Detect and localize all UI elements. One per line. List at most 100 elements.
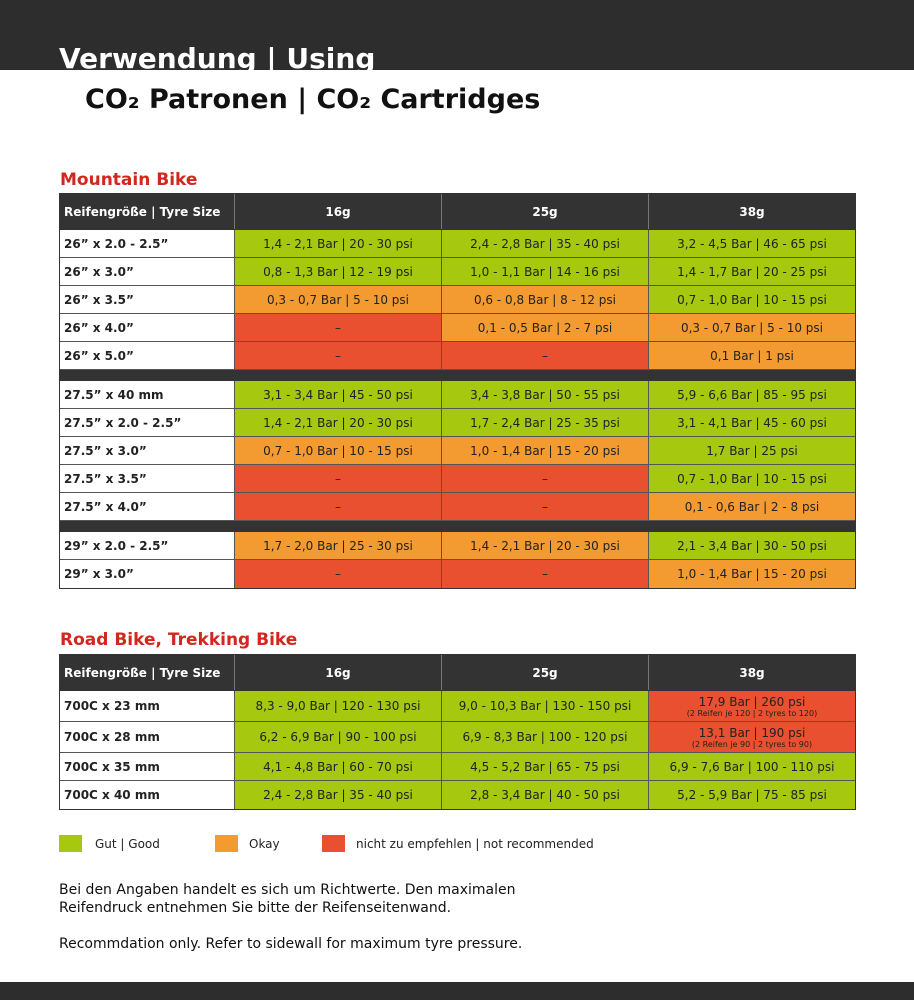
table-row: 26” x 3.5” 0,3 - 0,7 Bar | 5 - 10 psi 0,6 …	[60, 286, 855, 314]
tyre-size: 27.5” x 40 mm	[60, 381, 235, 408]
pressure-cell: 2,4 - 2,8 Bar | 35 - 40 psi	[442, 230, 649, 257]
table-row: 27.5” x 40 mm 3,1 - 3,4 Bar | 45 - 50 psi…	[60, 381, 855, 409]
pressure-text: 0,1 - 0,5 Bar | 2 - 7 psi	[477, 320, 613, 335]
table: Reifengröße | Tyre Size 16g 25g 38g 26” x 2.…	[59, 193, 856, 589]
legend-label: Gut | Good	[95, 837, 160, 851]
pressure-cell: 4,1 - 4,8 Bar | 60 - 70 psi	[235, 753, 442, 780]
table-row: 29” x 3.0” – – 1,0 - 1,4 Bar | 15 - 20 psi	[60, 560, 855, 588]
pressure-text: 2,4 - 2,8 Bar | 35 - 40 psi	[263, 788, 413, 802]
pressure-cell: 0,1 - 0,6 Bar | 2 - 8 psi	[649, 493, 855, 520]
table-row: 29” x 2.0 - 2.5” 1,7 - 2,0 Bar | 25 - 30 …	[60, 532, 855, 560]
table-row: 26” x 3.0” 0,8 - 1,3 Bar | 12 - 19 psi 1,0…	[60, 258, 855, 286]
pressure-text: –	[542, 348, 548, 363]
pressure-cell: 0,1 - 0,5 Bar | 2 - 7 psi	[442, 314, 649, 341]
pressure-text: –	[335, 348, 341, 363]
tyre-size: 26” x 5.0”	[60, 342, 235, 369]
pressure-cell: 0,3 - 0,7 Bar | 5 - 10 psi	[235, 286, 442, 313]
pressure-text: 6,2 - 6,9 Bar | 90 - 100 psi	[259, 730, 417, 744]
table-row: 27.5” x 3.0” 0,7 - 1,0 Bar | 10 - 15 psi 1…	[60, 437, 855, 465]
pressure-cell: 1,4 - 1,7 Bar | 20 - 25 psi	[649, 258, 855, 285]
pressure-text: –	[335, 320, 341, 335]
pressure-text: 1,4 - 2,1 Bar | 20 - 30 psi	[263, 236, 413, 251]
pressure-text: 0,1 - 0,6 Bar | 2 - 8 psi	[684, 499, 820, 514]
header-cell: 25g	[442, 194, 649, 229]
pressure-note: (2 Reifen je 90 | 2 tyres to 90)	[691, 739, 813, 749]
table-row: 700C x 40 mm 2,4 - 2,8 Bar | 35 - 40 psi 2…	[60, 781, 855, 809]
legend-label: Okay	[249, 837, 280, 851]
tyre-size: 700C x 40 mm	[60, 781, 235, 809]
pressure-cell: –	[442, 342, 649, 369]
pressure-cell: 2,8 - 3,4 Bar | 40 - 50 psi	[442, 781, 649, 809]
pressure-text: 13,1 Bar | 190 psi	[698, 725, 806, 740]
tyre-size: 26” x 2.0 - 2.5”	[60, 230, 235, 257]
pressure-cell: –	[442, 465, 649, 492]
pressure-cell: 6,2 - 6,9 Bar | 90 - 100 psi	[235, 722, 442, 752]
pressure-text: 0,8 - 1,3 Bar | 12 - 19 psi	[263, 264, 413, 279]
legend-swatch	[59, 835, 82, 852]
table-row: 700C x 35 mm 4,1 - 4,8 Bar | 60 - 70 psi 4…	[60, 753, 855, 781]
pressure-cell: 0,7 - 1,0 Bar | 10 - 15 psi	[649, 286, 855, 313]
pressure-cell: 1,7 Bar | 25 psi	[649, 437, 855, 464]
subtitle: CO₂ Patronen | CO₂ Cartridges	[85, 84, 541, 115]
table-row: 26” x 2.0 - 2.5” 1,4 - 2,1 Bar | 20 - 30 …	[60, 230, 855, 258]
pressure-text: 5,2 - 5,9 Bar | 75 - 85 psi	[677, 788, 827, 802]
pressure-text: 17,9 Bar | 260 psi	[698, 694, 806, 709]
pressure-text: 4,5 - 5,2 Bar | 65 - 75 psi	[470, 759, 620, 774]
table-row: 26” x 4.0” – 0,1 - 0,5 Bar | 2 - 7 psi 0,3 …	[60, 314, 855, 342]
pressure-cell: –	[442, 560, 649, 588]
pressure-text: 2,4 - 2,8 Bar | 35 - 40 psi	[470, 236, 620, 251]
pressure-cell: 6,9 - 8,3 Bar | 100 - 120 psi	[442, 722, 649, 752]
pressure-text: 9,0 - 10,3 Bar | 130 - 150 psi	[458, 699, 632, 713]
footnote-line: Recommdation only. Refer to sidewall for…	[59, 936, 523, 952]
pressure-text: –	[542, 567, 548, 581]
pressure-text: 6,9 - 8,3 Bar | 100 - 120 psi	[462, 730, 628, 744]
footnote-line: Bei den Angaben handelt es sich um Richt…	[59, 882, 516, 898]
table-row: 27.5” x 2.0 - 2.5” 1,4 - 2,1 Bar | 20 - 3…	[60, 409, 855, 437]
pressure-cell: 17,9 Bar | 260 psi (2 Reifen je 120 | 2 t…	[649, 691, 855, 721]
pressure-text: 2,1 - 3,4 Bar | 30 - 50 psi	[677, 538, 827, 553]
header-cell: 16g	[235, 194, 442, 229]
pressure-text: –	[542, 499, 548, 514]
pressure-cell: 8,3 - 9,0 Bar | 120 - 130 psi	[235, 691, 442, 721]
tyre-size: 700C x 28 mm	[60, 722, 235, 752]
pressure-text: 3,1 - 4,1 Bar | 45 - 60 psi	[677, 415, 827, 430]
pressure-cell: 3,1 - 4,1 Bar | 45 - 60 psi	[649, 409, 855, 436]
pressure-text: 5,9 - 6,6 Bar | 85 - 95 psi	[677, 387, 827, 402]
pressure-text: 1,4 - 1,7 Bar | 20 - 25 psi	[677, 264, 827, 279]
tyre-size: 700C x 35 mm	[60, 753, 235, 780]
legend-swatch	[322, 835, 345, 852]
pressure-text: 1,7 - 2,4 Bar | 25 - 35 psi	[470, 415, 620, 430]
group-separator	[60, 521, 855, 532]
pressure-cell: 3,1 - 3,4 Bar | 45 - 50 psi	[235, 381, 442, 408]
header-cell: 38g	[739, 204, 765, 219]
pressure-cell: 6,9 - 7,6 Bar | 100 - 110 psi	[649, 753, 855, 780]
pressure-cell: 0,7 - 1,0 Bar | 10 - 15 psi	[649, 465, 855, 492]
pressure-note: (2 Reifen je 120 | 2 tyres to 120)	[686, 708, 818, 718]
pressure-cell: 0,7 - 1,0 Bar | 10 - 15 psi	[235, 437, 442, 464]
pressure-cell: 1,4 - 2,1 Bar | 20 - 30 psi	[235, 409, 442, 436]
pressure-text: 3,4 - 3,8 Bar | 50 - 55 psi	[470, 387, 620, 402]
table: Reifengröße | Tyre Size 16g 25g 38g 700C x 2…	[59, 654, 856, 810]
pressure-text: 0,3 - 0,7 Bar | 5 - 10 psi	[266, 292, 409, 307]
header-cell: Reifengröße | Tyre Size	[60, 194, 235, 229]
tyre-size: 27.5” x 2.0 - 2.5”	[60, 409, 235, 436]
tyre-size: 29” x 3.0”	[60, 560, 235, 588]
pressure-cell: –	[235, 342, 442, 369]
pressure-cell: 0,3 - 0,7 Bar | 5 - 10 psi	[649, 314, 855, 341]
pressure-cell: 2,4 - 2,8 Bar | 35 - 40 psi	[235, 781, 442, 809]
pressure-text: 1,0 - 1,4 Bar | 15 - 20 psi	[677, 567, 827, 581]
pressure-cell: 4,5 - 5,2 Bar | 65 - 75 psi	[442, 753, 649, 780]
pressure-text: 0,7 - 1,0 Bar | 10 - 15 psi	[263, 443, 413, 458]
pressure-text: 8,3 - 9,0 Bar | 120 - 130 psi	[255, 699, 421, 713]
pressure-text: 6,9 - 7,6 Bar | 100 - 110 psi	[669, 759, 835, 774]
pressure-text: 1,7 - 2,0 Bar | 25 - 30 psi	[263, 538, 413, 553]
pressure-cell: –	[235, 314, 442, 341]
table-row: 700C x 23 mm 8,3 - 9,0 Bar | 120 - 130 ps…	[60, 691, 855, 722]
pressure-cell: 1,7 - 2,4 Bar | 25 - 35 psi	[442, 409, 649, 436]
tyre-size: 27.5” x 3.0”	[60, 437, 235, 464]
pressure-cell: 0,1 Bar | 1 psi	[649, 342, 855, 369]
pressure-text: 4,1 - 4,8 Bar | 60 - 70 psi	[263, 759, 413, 774]
pressure-cell: 3,2 - 4,5 Bar | 46 - 65 psi	[649, 230, 855, 257]
pressure-text: 1,4 - 2,1 Bar | 20 - 30 psi	[470, 538, 620, 553]
